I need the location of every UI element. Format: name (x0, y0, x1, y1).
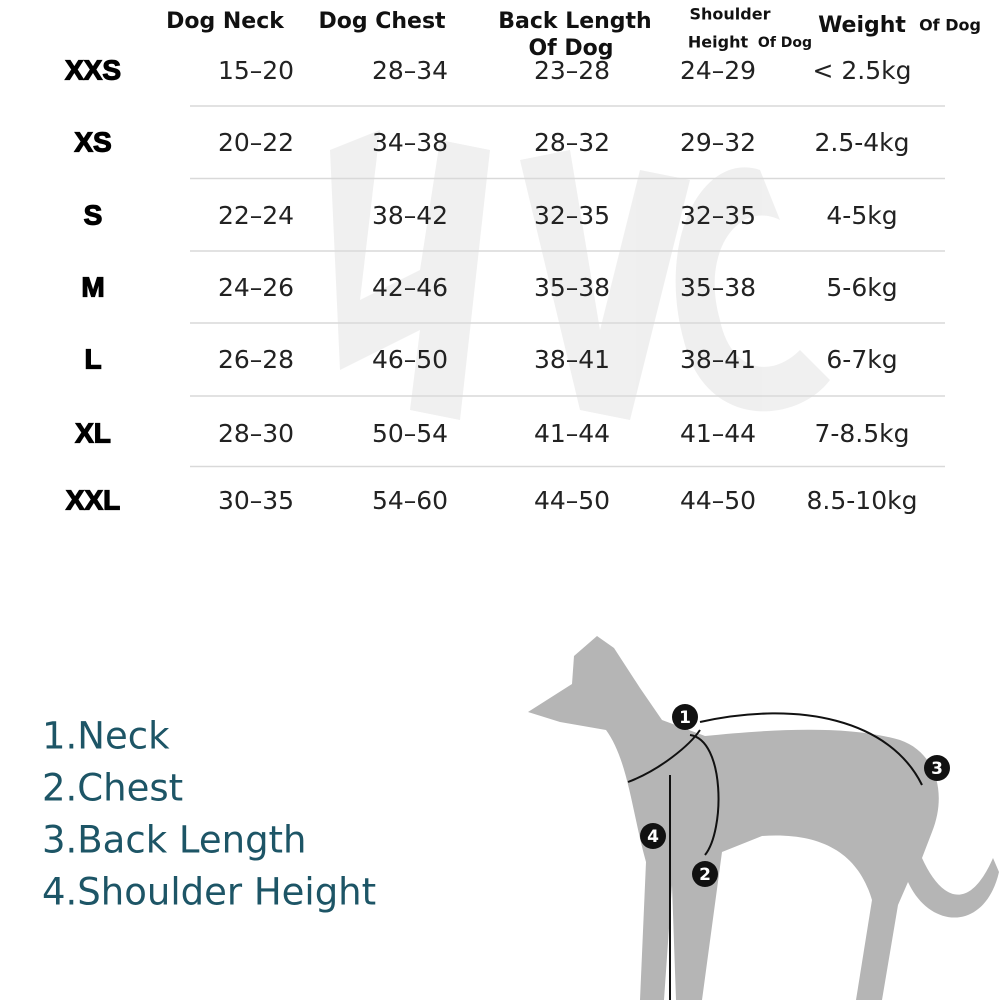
legend-item: 3.Back Length (42, 819, 307, 862)
marker-circle (640, 823, 666, 849)
table-cell: 8.5-10kg (807, 486, 918, 515)
table-cell: 44–50 (534, 486, 610, 515)
table-cell: 41–44 (680, 419, 756, 448)
table-cell: 15–20 (218, 56, 294, 85)
marker-circle (924, 755, 950, 781)
size-label: S (84, 199, 103, 230)
legend-item: 1.Neck (42, 715, 170, 758)
table-cell: 42–46 (372, 273, 448, 302)
table-cell: 22–24 (218, 201, 294, 230)
marker-label: 3 (931, 759, 943, 779)
column-header: Of Dog (528, 36, 613, 61)
marker-circle (672, 704, 698, 730)
column-header: Back Length (498, 9, 651, 34)
table-cell: 28–32 (534, 128, 610, 157)
table-cell: < 2.5kg (813, 56, 912, 85)
table-cell: 38–42 (372, 201, 448, 230)
table-cell: 46–50 (372, 345, 448, 374)
column-header: Dog Neck (166, 9, 285, 34)
table-cell: 6-7kg (826, 345, 897, 374)
column-header: Of Dog (758, 35, 812, 51)
size-label: L (84, 343, 101, 374)
table-cell: 23–28 (534, 56, 610, 85)
table-cell: 2.5-4kg (814, 128, 909, 157)
marker-circle (692, 861, 718, 887)
dog-diagram: 1 2 3 4 (528, 636, 999, 1000)
column-header: Dog Chest (318, 9, 446, 34)
back-arrow (699, 712, 923, 786)
table-cell: 32–35 (680, 201, 756, 230)
table-cell: 35–38 (680, 273, 756, 302)
column-header: Of Dog (919, 16, 981, 35)
size-label: XL (75, 417, 111, 448)
table-cell: 54–60 (372, 486, 448, 515)
watermark (330, 130, 830, 420)
neck-arrow (627, 729, 701, 783)
size-label: M (81, 271, 104, 302)
table-cell: 4-5kg (826, 201, 897, 230)
marker-label: 2 (699, 865, 711, 885)
dog-silhouette (528, 636, 999, 1000)
legend: 1.Neck 2.Chest 3.Back Length 4.Shoulder Hei… (42, 715, 376, 914)
table-cell: 38–41 (534, 345, 610, 374)
size-label: XXS (65, 54, 121, 85)
table-cell: 20–22 (218, 128, 294, 157)
table-cell: 26–28 (218, 345, 294, 374)
table-cell: 7-8.5kg (814, 419, 909, 448)
table-cell: 24–26 (218, 273, 294, 302)
marker-label: 4 (647, 827, 659, 847)
chest-arrow (689, 734, 720, 856)
table-cell: 29–32 (680, 128, 756, 157)
table-cell: 28–30 (218, 419, 294, 448)
table-cell: 44–50 (680, 486, 756, 515)
column-header: Shoulder (690, 5, 771, 24)
table-cell: 32–35 (534, 201, 610, 230)
table-cell: 35–38 (534, 273, 610, 302)
legend-item: 4.Shoulder Height (42, 871, 376, 914)
legend-item: 2.Chest (42, 767, 183, 810)
table-cell: 5-6kg (826, 273, 897, 302)
table-cell: 24–29 (680, 56, 756, 85)
column-header: Height (688, 33, 749, 52)
table-cell: 50–54 (372, 419, 448, 448)
column-header: Weight (818, 13, 906, 38)
table-cell: 38–41 (680, 345, 756, 374)
size-label: XS (74, 126, 111, 157)
table-cell: 28–34 (372, 56, 448, 85)
size-label: XXL (66, 484, 120, 515)
table-cell: 34–38 (372, 128, 448, 157)
table-cell: 30–35 (218, 486, 294, 515)
table-cell: 41–44 (534, 419, 610, 448)
marker-label: 1 (679, 708, 691, 728)
